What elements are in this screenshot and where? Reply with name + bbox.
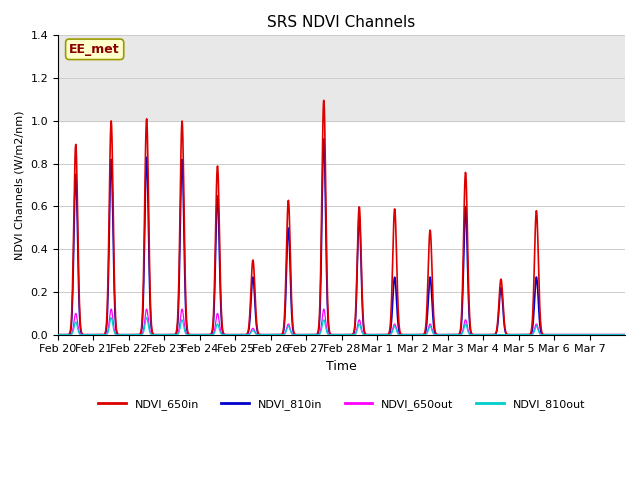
Bar: [58, 36, 625, 121]
Title: SRS NDVI Channels: SRS NDVI Channels: [268, 15, 415, 30]
Legend: NDVI_650in, NDVI_810in, NDVI_650out, NDVI_810out: NDVI_650in, NDVI_810in, NDVI_650out, NDV…: [93, 394, 589, 414]
X-axis label: Time: Time: [326, 360, 357, 373]
Y-axis label: NDVI Channels (W/m2/nm): NDVI Channels (W/m2/nm): [15, 110, 25, 260]
Text: EE_met: EE_met: [69, 43, 120, 56]
